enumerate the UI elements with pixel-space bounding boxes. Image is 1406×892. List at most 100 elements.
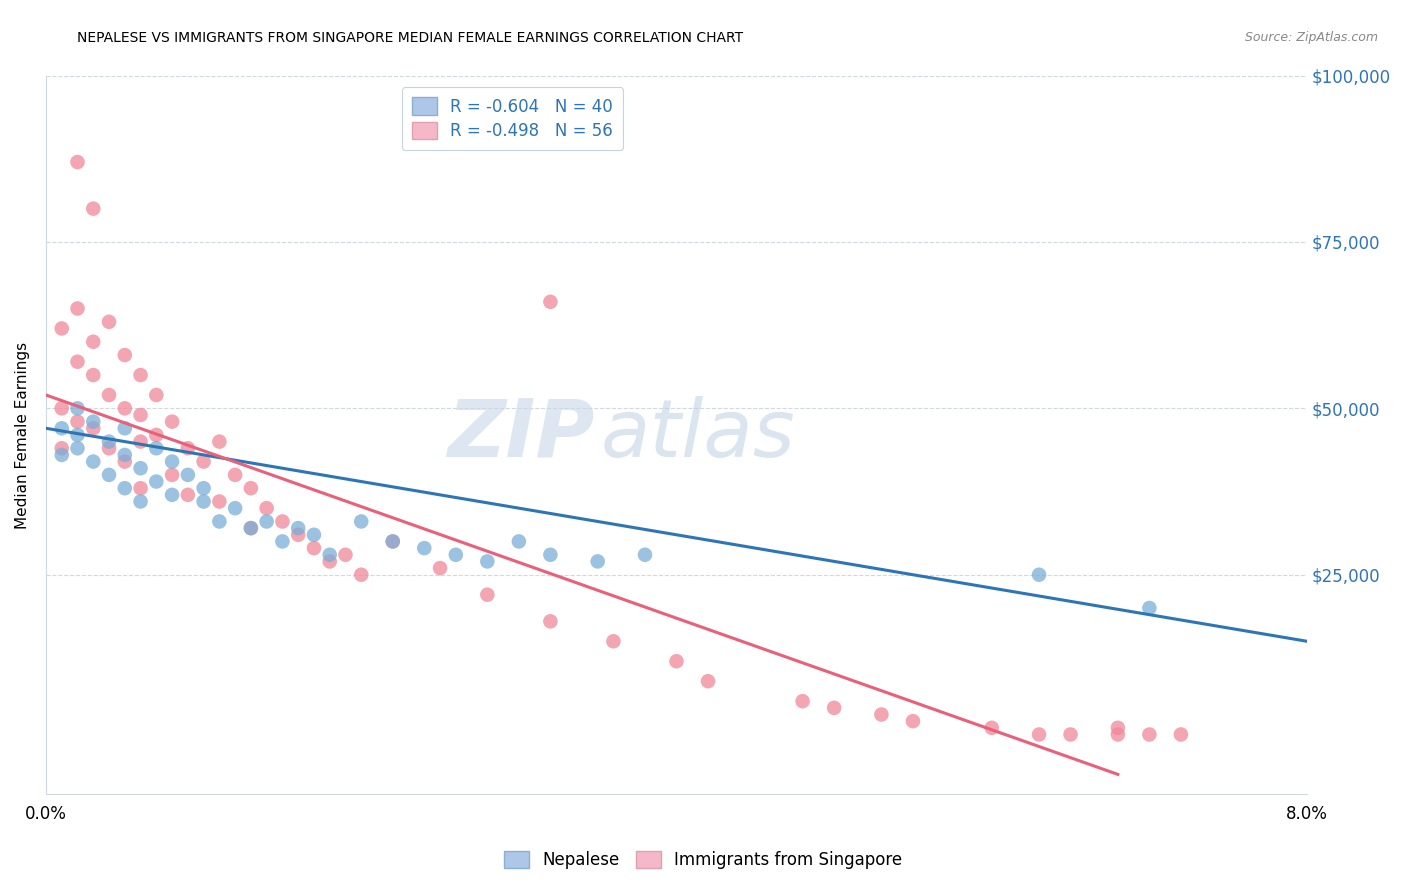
Point xyxy=(114,348,136,362)
Point xyxy=(980,721,1002,735)
Point xyxy=(538,548,561,562)
Point xyxy=(82,368,104,382)
Point xyxy=(538,615,561,629)
Point xyxy=(429,561,451,575)
Point xyxy=(318,548,340,562)
Point xyxy=(114,401,136,416)
Point xyxy=(66,415,89,429)
Point xyxy=(51,421,73,435)
Point xyxy=(160,488,183,502)
Point xyxy=(51,442,73,456)
Point xyxy=(66,155,89,169)
Point xyxy=(665,654,688,668)
Point xyxy=(381,534,404,549)
Point xyxy=(239,521,262,535)
Point xyxy=(1137,601,1160,615)
Point xyxy=(901,714,924,728)
Point xyxy=(381,534,404,549)
Point xyxy=(82,421,104,435)
Point xyxy=(193,454,215,468)
Point xyxy=(114,421,136,435)
Point xyxy=(586,554,609,568)
Point xyxy=(302,528,325,542)
Point xyxy=(129,481,152,495)
Point xyxy=(239,521,262,535)
Text: atlas: atlas xyxy=(600,396,796,474)
Point xyxy=(114,448,136,462)
Point xyxy=(66,355,89,369)
Point xyxy=(697,674,720,689)
Point xyxy=(634,548,657,562)
Point xyxy=(193,481,215,495)
Point xyxy=(508,534,530,549)
Point xyxy=(51,448,73,462)
Point xyxy=(823,701,845,715)
Point xyxy=(51,321,73,335)
Point xyxy=(177,442,200,456)
Point xyxy=(114,454,136,468)
Point xyxy=(145,388,167,402)
Point xyxy=(98,467,121,482)
Point xyxy=(271,515,294,529)
Point xyxy=(208,515,231,529)
Point xyxy=(160,415,183,429)
Point xyxy=(98,315,121,329)
Point xyxy=(1059,727,1081,741)
Point xyxy=(256,501,278,516)
Point xyxy=(239,481,262,495)
Text: Source: ZipAtlas.com: Source: ZipAtlas.com xyxy=(1244,31,1378,45)
Point xyxy=(1170,727,1192,741)
Point xyxy=(287,521,309,535)
Point xyxy=(224,467,246,482)
Point xyxy=(145,428,167,442)
Point xyxy=(602,634,624,648)
Point xyxy=(129,368,152,382)
Point xyxy=(51,401,73,416)
Point xyxy=(129,494,152,508)
Point xyxy=(1107,727,1129,741)
Point xyxy=(82,454,104,468)
Point xyxy=(129,408,152,422)
Point xyxy=(271,534,294,549)
Point xyxy=(350,567,373,582)
Point xyxy=(82,415,104,429)
Point xyxy=(177,488,200,502)
Point xyxy=(129,461,152,475)
Point xyxy=(160,467,183,482)
Point xyxy=(208,494,231,508)
Point xyxy=(335,548,357,562)
Point xyxy=(208,434,231,449)
Point xyxy=(477,588,499,602)
Point xyxy=(82,202,104,216)
Point xyxy=(129,434,152,449)
Point xyxy=(66,428,89,442)
Point xyxy=(350,515,373,529)
Text: ZIP: ZIP xyxy=(447,396,595,474)
Point xyxy=(1028,727,1050,741)
Point xyxy=(224,501,246,516)
Point xyxy=(145,475,167,489)
Point xyxy=(870,707,893,722)
Legend: Nepalese, Immigrants from Singapore: Nepalese, Immigrants from Singapore xyxy=(494,841,912,880)
Point xyxy=(66,401,89,416)
Point xyxy=(477,554,499,568)
Point xyxy=(792,694,814,708)
Point xyxy=(82,334,104,349)
Point xyxy=(66,301,89,316)
Legend: R = -0.604   N = 40, R = -0.498   N = 56: R = -0.604 N = 40, R = -0.498 N = 56 xyxy=(402,87,623,151)
Point xyxy=(302,541,325,555)
Point xyxy=(444,548,467,562)
Point xyxy=(318,554,340,568)
Point xyxy=(98,388,121,402)
Point xyxy=(193,494,215,508)
Point xyxy=(66,442,89,456)
Y-axis label: Median Female Earnings: Median Female Earnings xyxy=(15,342,30,528)
Point xyxy=(256,515,278,529)
Text: NEPALESE VS IMMIGRANTS FROM SINGAPORE MEDIAN FEMALE EARNINGS CORRELATION CHART: NEPALESE VS IMMIGRANTS FROM SINGAPORE ME… xyxy=(77,31,744,45)
Point xyxy=(538,294,561,309)
Point xyxy=(1137,727,1160,741)
Point xyxy=(413,541,436,555)
Point xyxy=(287,528,309,542)
Point xyxy=(160,454,183,468)
Point xyxy=(114,481,136,495)
